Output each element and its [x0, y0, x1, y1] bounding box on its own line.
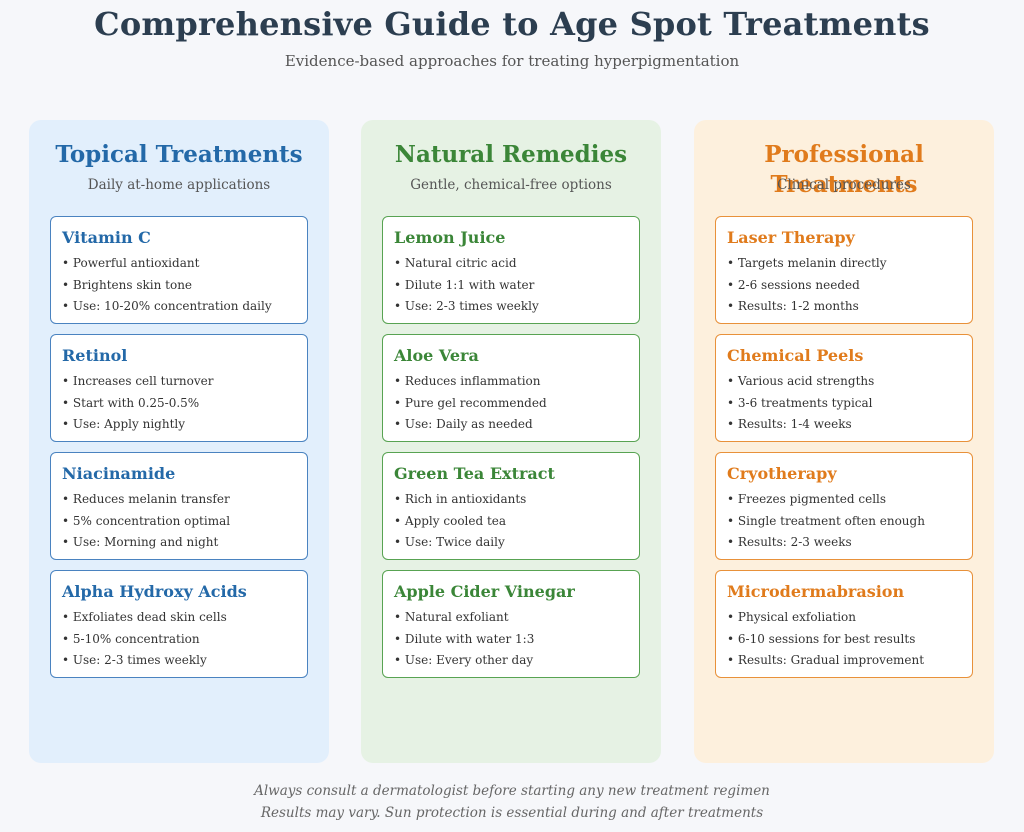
- footer-disclaimer: Always consult a dermatologist before st…: [0, 780, 1024, 824]
- column-title: Professional Treatments: [764, 141, 924, 198]
- treatment-card-niacinamide: Niacinamide Reduces melanin transfer 5% …: [50, 452, 308, 560]
- card-item-list: Physical exfoliation 6-10 sessions for b…: [727, 607, 924, 672]
- card-item: Use: 2-3 times weekly: [394, 296, 539, 318]
- card-item-list: Natural exfoliant Dilute with water 1:3 …: [394, 607, 534, 672]
- card-item: Pure gel recommended: [394, 393, 547, 415]
- treatment-card-microdermabrasion: Microdermabrasion Physical exfoliation 6…: [715, 570, 973, 678]
- card-item: Freezes pigmented cells: [727, 489, 925, 511]
- card-item: 5% concentration optimal: [62, 511, 230, 533]
- footer-line: Always consult a dermatologist before st…: [254, 783, 770, 799]
- card-item: Physical exfoliation: [727, 607, 924, 629]
- treatment-card-retinol: Retinol Increases cell turnover Start wi…: [50, 334, 308, 442]
- card-item: Reduces melanin transfer: [62, 489, 230, 511]
- column-professional-treatments: Professional Treatments Clinical procedu…: [694, 120, 994, 763]
- card-item: 3-6 treatments typical: [727, 393, 874, 415]
- card-item: Natural citric acid: [394, 253, 539, 275]
- treatment-card-green-tea-extract: Green Tea Extract Rich in antioxidants A…: [382, 452, 640, 560]
- card-title: Cryotherapy: [727, 464, 837, 483]
- card-item: Use: 2-3 times weekly: [62, 650, 227, 672]
- card-item: Powerful antioxidant: [62, 253, 272, 275]
- card-item: Rich in antioxidants: [394, 489, 526, 511]
- card-item-list: Targets melanin directly 2-6 sessions ne…: [727, 253, 887, 318]
- card-item: Various acid strengths: [727, 371, 874, 393]
- card-item: Use: Daily as needed: [394, 414, 547, 436]
- card-item: 6-10 sessions for best results: [727, 629, 924, 651]
- card-title: Niacinamide: [62, 464, 176, 483]
- card-item-list: Natural citric acid Dilute 1:1 with wate…: [394, 253, 539, 318]
- card-item: Brightens skin tone: [62, 275, 272, 297]
- card-item: Results: 1-2 months: [727, 296, 887, 318]
- card-item-list: Exfoliates dead skin cells 5-10% concent…: [62, 607, 227, 672]
- column-natural-remedies: Natural Remedies Gentle, chemical-free o…: [361, 120, 661, 763]
- column-topical-treatments: Topical Treatments Daily at-home applica…: [29, 120, 329, 763]
- card-title: Laser Therapy: [727, 228, 855, 247]
- card-title: Alpha Hydroxy Acids: [62, 582, 247, 601]
- card-title: Chemical Peels: [727, 346, 864, 365]
- card-item: Targets melanin directly: [727, 253, 887, 275]
- page-title: Comprehensive Guide to Age Spot Treatmen…: [94, 5, 930, 43]
- card-item: 2-6 sessions needed: [727, 275, 887, 297]
- card-title: Green Tea Extract: [394, 464, 555, 483]
- card-title: Retinol: [62, 346, 128, 365]
- card-item: Use: Apply nightly: [62, 414, 214, 436]
- card-item: Results: Gradual improvement: [727, 650, 924, 672]
- card-item: Use: Morning and night: [62, 532, 230, 554]
- card-item: Apply cooled tea: [394, 511, 526, 533]
- column-subtitle: Clinical procedures: [777, 177, 911, 193]
- treatment-card-aloe-vera: Aloe Vera Reduces inflammation Pure gel …: [382, 334, 640, 442]
- treatment-card-lemon-juice: Lemon Juice Natural citric acid Dilute 1…: [382, 216, 640, 324]
- treatment-card-cryotherapy: Cryotherapy Freezes pigmented cells Sing…: [715, 452, 973, 560]
- column-title: Topical Treatments: [55, 141, 303, 168]
- treatment-card-chemical-peels: Chemical Peels Various acid strengths 3-…: [715, 334, 973, 442]
- card-item: Single treatment often enough: [727, 511, 925, 533]
- card-item: Exfoliates dead skin cells: [62, 607, 227, 629]
- card-item-list: Freezes pigmented cells Single treatment…: [727, 489, 925, 554]
- card-title: Aloe Vera: [394, 346, 479, 365]
- footer-line: Results may vary. Sun protection is esse…: [260, 805, 764, 821]
- page-subtitle: Evidence-based approaches for treating h…: [284, 52, 740, 70]
- treatment-card-laser-therapy: Laser Therapy Targets melanin directly 2…: [715, 216, 973, 324]
- card-item: Results: 1-4 weeks: [727, 414, 874, 436]
- card-item-list: Reduces inflammation Pure gel recommende…: [394, 371, 547, 436]
- treatment-card-apple-cider-vinegar: Apple Cider Vinegar Natural exfoliant Di…: [382, 570, 640, 678]
- card-item-list: Reduces melanin transfer 5% concentratio…: [62, 489, 230, 554]
- treatment-card-vitamin-c: Vitamin C Powerful antioxidant Brightens…: [50, 216, 308, 324]
- card-item: Increases cell turnover: [62, 371, 214, 393]
- column-title: Natural Remedies: [394, 141, 628, 168]
- card-title: Microdermabrasion: [727, 582, 905, 601]
- card-title: Apple Cider Vinegar: [394, 582, 575, 601]
- card-item-list: Increases cell turnover Start with 0.25-…: [62, 371, 214, 436]
- card-item: Results: 2-3 weeks: [727, 532, 925, 554]
- card-item: Use: Every other day: [394, 650, 534, 672]
- card-item: 5-10% concentration: [62, 629, 227, 651]
- card-title: Lemon Juice: [394, 228, 506, 247]
- treatment-card-alpha-hydroxy-acids: Alpha Hydroxy Acids Exfoliates dead skin…: [50, 570, 308, 678]
- card-title: Vitamin C: [62, 228, 151, 247]
- card-item: Dilute with water 1:3: [394, 629, 534, 651]
- card-item-list: Various acid strengths 3-6 treatments ty…: [727, 371, 874, 436]
- column-subtitle: Gentle, chemical-free options: [410, 177, 612, 193]
- card-item: Dilute 1:1 with water: [394, 275, 539, 297]
- card-item: Natural exfoliant: [394, 607, 534, 629]
- card-item-list: Powerful antioxidant Brightens skin tone…: [62, 253, 272, 318]
- column-subtitle: Daily at-home applications: [87, 177, 271, 193]
- card-item: Reduces inflammation: [394, 371, 547, 393]
- card-item: Use: Twice daily: [394, 532, 526, 554]
- card-item: Use: 10-20% concentration daily: [62, 296, 272, 318]
- card-item-list: Rich in antioxidants Apply cooled tea Us…: [394, 489, 526, 554]
- card-item: Start with 0.25-0.5%: [62, 393, 214, 415]
